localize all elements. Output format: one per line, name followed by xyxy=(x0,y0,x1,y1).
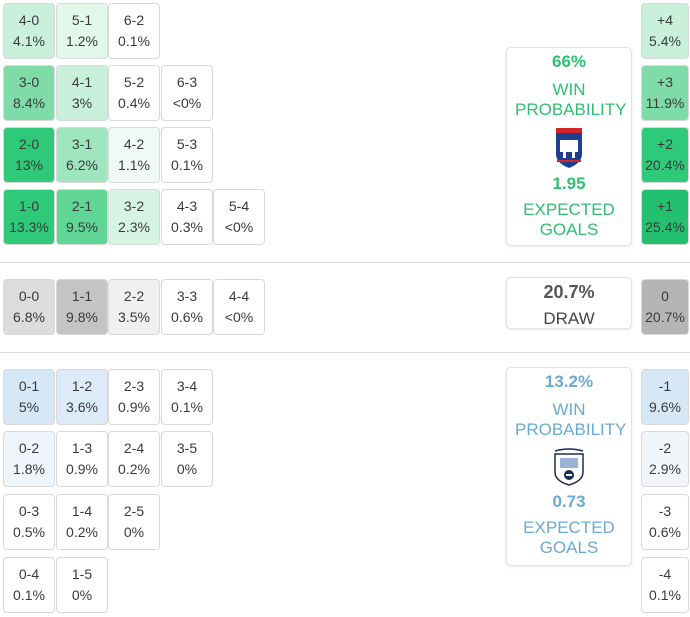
margin-cell[interactable]: +4 5.4% xyxy=(641,3,689,59)
margin-cell[interactable]: -3 0.6% xyxy=(641,494,689,550)
score-cell[interactable]: 2-3 0.9% xyxy=(108,369,160,425)
away-win-label: WIN PROBABILITY xyxy=(515,400,627,439)
away-win-card: 13.2% WIN PROBABILITY 0.73 EXPECTED GOAL… xyxy=(506,367,632,566)
score-cell[interactable]: 5-1 1.2% xyxy=(56,3,108,59)
score-cell[interactable]: 5-3 0.1% xyxy=(161,127,213,183)
score-cell[interactable]: 1-0 13.3% xyxy=(3,189,55,245)
score-cell[interactable]: 4-4 <0% xyxy=(213,279,265,335)
score-cell[interactable]: 2-0 13% xyxy=(3,127,55,183)
margin-cell[interactable]: 0 20.7% xyxy=(641,279,689,335)
away-expected-goals: 0.73 xyxy=(552,492,586,511)
score-cell[interactable]: 3-4 0.1% xyxy=(161,369,213,425)
draw-label: DRAW xyxy=(543,309,595,328)
home-xg-label: EXPECTED GOALS xyxy=(523,200,615,239)
away-win-percentage: 13.2% xyxy=(544,372,594,391)
score-cell[interactable]: 0-3 0.5% xyxy=(3,494,55,550)
away-xg-label: EXPECTED GOALS xyxy=(523,518,615,557)
away-team-crest-icon xyxy=(552,448,586,486)
margin-cell[interactable]: -2 2.9% xyxy=(641,431,689,487)
score-cell[interactable]: 3-1 6.2% xyxy=(56,127,108,183)
score-cell[interactable]: 4-1 3% xyxy=(56,65,108,121)
margin-cell[interactable]: +3 11.9% xyxy=(641,65,689,121)
section-divider xyxy=(0,352,690,353)
home-expected-goals: 1.95 xyxy=(552,174,586,193)
score-cell[interactable]: 0-0 6.8% xyxy=(3,279,55,335)
draw-card: 20.7% DRAW xyxy=(506,277,632,329)
score-cell[interactable]: 2-2 3.5% xyxy=(108,279,160,335)
home-win-card: 66% WIN PROBABILITY 1.95 EXPECTED GOALS xyxy=(506,47,632,246)
margin-cell[interactable]: -4 0.1% xyxy=(641,557,689,613)
score-cell[interactable]: 1-4 0.2% xyxy=(56,494,108,550)
score-cell[interactable]: 1-5 0% xyxy=(56,557,108,613)
score-cell[interactable]: 3-0 8.4% xyxy=(3,65,55,121)
score-cell[interactable]: 0-1 5% xyxy=(3,369,55,425)
draw-percentage: 20.7% xyxy=(543,282,595,302)
score-cell[interactable]: 1-1 9.8% xyxy=(56,279,108,335)
score-cell[interactable]: 4-3 0.3% xyxy=(161,189,213,245)
home-win-percentage: 66% xyxy=(551,52,587,71)
score-cell[interactable]: 5-2 0.4% xyxy=(108,65,160,121)
score-cell[interactable]: 0-2 1.8% xyxy=(3,431,55,487)
score-cell[interactable]: 3-5 0% xyxy=(161,431,213,487)
margin-cell[interactable]: +2 20.4% xyxy=(641,127,689,183)
score-cell[interactable]: 2-1 9.5% xyxy=(56,189,108,245)
home-win-label: WIN PROBABILITY xyxy=(515,80,627,119)
score-cell[interactable]: 4-0 4.1% xyxy=(3,3,55,59)
score-cell[interactable]: 5-4 <0% xyxy=(213,189,265,245)
score-cell[interactable]: 6-3 <0% xyxy=(161,65,213,121)
score-cell[interactable]: 2-5 0% xyxy=(108,494,160,550)
score-cell[interactable]: 6-2 0.1% xyxy=(108,3,160,59)
score-cell[interactable]: 4-2 1.1% xyxy=(108,127,160,183)
score-cell[interactable]: 2-4 0.2% xyxy=(108,431,160,487)
section-divider xyxy=(0,262,690,263)
score-cell[interactable]: 3-3 0.6% xyxy=(161,279,213,335)
margin-cell[interactable]: +1 25.4% xyxy=(641,189,689,245)
score-cell[interactable]: 3-2 2.3% xyxy=(108,189,160,245)
margin-cell[interactable]: -1 9.6% xyxy=(641,369,689,425)
score-cell[interactable]: 1-3 0.9% xyxy=(56,431,108,487)
home-team-crest-icon xyxy=(554,128,584,168)
score-cell[interactable]: 1-2 3.6% xyxy=(56,369,108,425)
score-cell[interactable]: 0-4 0.1% xyxy=(3,557,55,613)
